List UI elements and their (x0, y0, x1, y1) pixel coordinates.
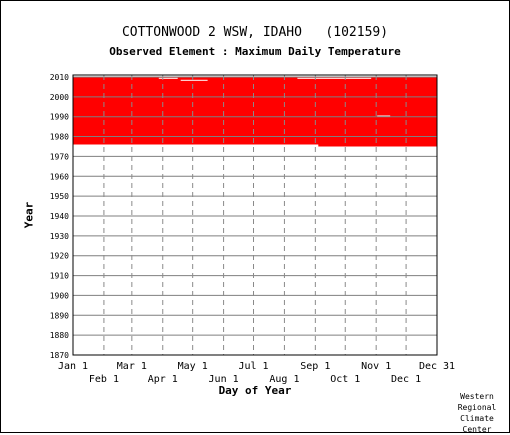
credit-line: Western (460, 392, 494, 401)
credit-line: Climate (460, 414, 494, 423)
data-coverage-extension (318, 144, 437, 147)
x-tick-label: Apr 1 (148, 374, 178, 385)
x-tick-label: Aug 1 (269, 374, 299, 385)
y-tick-label: 1870 (50, 351, 69, 360)
missing-data-gap (158, 77, 178, 79)
y-tick-label: 1880 (50, 331, 69, 340)
x-tick-label: Jan 1 (58, 361, 88, 372)
x-tick-label: Jun 1 (209, 374, 239, 385)
missing-data-gap (377, 115, 391, 117)
x-tick-label: Oct 1 (330, 374, 360, 385)
y-tick-label: 1990 (50, 113, 69, 122)
x-axis-label: Day of Year (218, 384, 292, 397)
y-tick-label: 1960 (50, 172, 69, 181)
x-tick-label: Dec 1 (391, 374, 421, 385)
y-tick-label: 1940 (50, 212, 69, 221)
x-tick-label: Nov 1 (361, 361, 391, 372)
y-tick-label: 2000 (50, 93, 69, 102)
x-tick-label: Sep 1 (300, 361, 330, 372)
y-axis-label: Year (22, 201, 36, 229)
x-tick-label: Feb 1 (89, 374, 119, 385)
tick-layer: 1870 1880 1890 1900 1910 1920 1930 1940 1950 1960… (50, 73, 455, 385)
missing-data-gap (297, 77, 372, 79)
y-tick-label: 1980 (50, 133, 69, 142)
y-tick-label: 1920 (50, 252, 69, 261)
y-tick-label: 2010 (50, 73, 69, 82)
y-tick-label: 1930 (50, 232, 69, 241)
x-tick-label: Jul 1 (238, 361, 268, 372)
missing-data-gap (180, 79, 208, 81)
credit-line: Regional (457, 403, 497, 412)
credit-line: Center (462, 425, 492, 434)
chart-subtitle: Observed Element : Maximum Daily Tempera… (109, 45, 401, 58)
y-tick-label: 1910 (50, 272, 69, 281)
x-tick-label: Dec 31 (419, 361, 455, 372)
y-tick-label: 1890 (50, 311, 69, 320)
x-tick-label: Mar 1 (117, 361, 147, 372)
chart-title: COTTONWOOD 2 WSW, IDAHO (102159) (121, 25, 389, 40)
y-tick-label: 1970 (50, 152, 69, 161)
grid-layer (73, 75, 437, 356)
plot-border (72, 74, 438, 356)
data-coverage-area (73, 77, 437, 145)
y-tick-label: 1950 (50, 192, 69, 201)
y-tick-label: 1900 (50, 291, 69, 300)
credit-block: Western Regional Climate Center (431, 391, 501, 435)
x-tick-label: May 1 (178, 361, 208, 372)
